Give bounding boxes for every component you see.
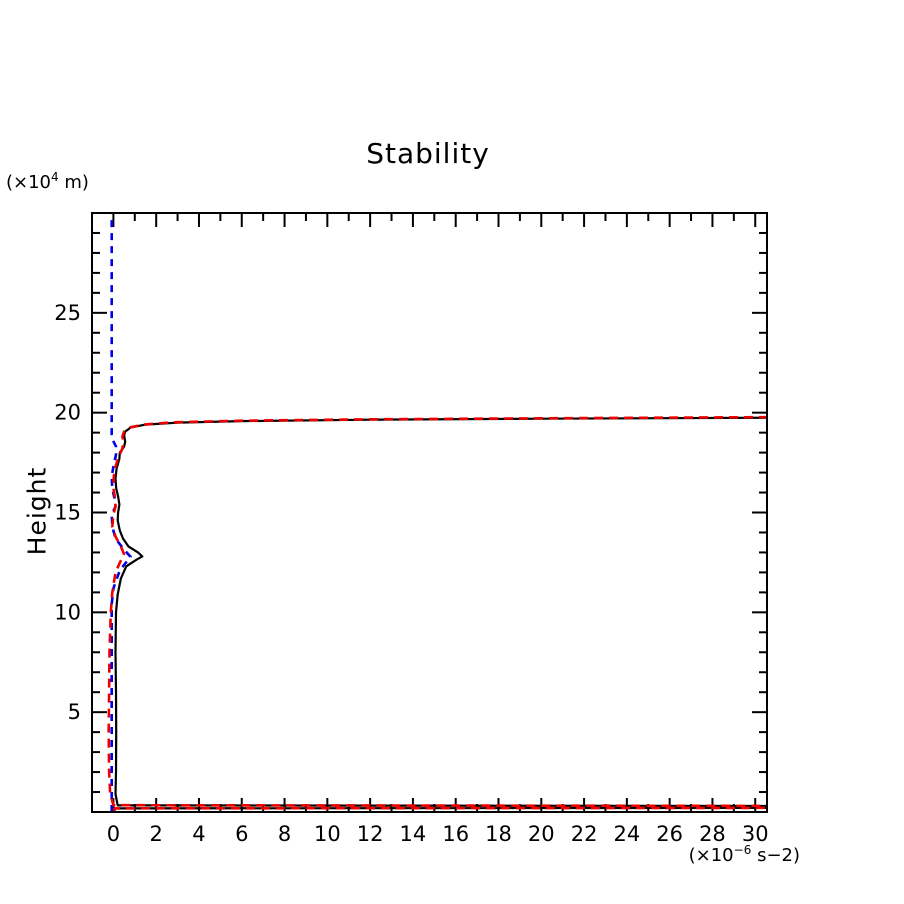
- y-tick-label: 20: [54, 401, 81, 425]
- chart-title: Stability: [366, 137, 490, 170]
- x-tick-label: 14: [400, 822, 427, 846]
- x-tick-label: 26: [656, 822, 683, 846]
- y-unit-prefix: (×10: [6, 172, 52, 193]
- y-unit-exponent: 4: [51, 170, 59, 184]
- y-tick-label: 15: [54, 501, 81, 525]
- x-unit-exponent: −6: [733, 843, 752, 857]
- x-tick-label: 28: [699, 822, 726, 846]
- x-tick-label: 18: [485, 822, 512, 846]
- x-axis-unit-label: (×10−6 s−2): [689, 843, 800, 866]
- x-tick-label: 22: [571, 822, 598, 846]
- x-tick-label: 8: [278, 822, 291, 846]
- x-unit-prefix: (×10: [688, 845, 734, 866]
- x-tick-label: 16: [442, 822, 469, 846]
- plot-box: [91, 212, 768, 813]
- x-tick-label: 4: [192, 822, 205, 846]
- x-tick-label: 30: [742, 822, 769, 846]
- x-tick-label: 2: [149, 822, 162, 846]
- x-tick-label: 6: [235, 822, 248, 846]
- x-tick-label: 24: [613, 822, 640, 846]
- x-tick-label: 12: [357, 822, 384, 846]
- stability-profile-red-dashed: [107, 415, 766, 811]
- y-axis-unit-label: (×104 m): [6, 170, 89, 193]
- y-tick-label: 25: [54, 301, 81, 325]
- x-unit-suffix: s−2): [751, 845, 800, 866]
- y-tick-label: 10: [54, 600, 81, 624]
- y-tick-label: 5: [68, 700, 81, 724]
- stability-profile-black-solid: [113, 416, 766, 811]
- x-tick-label: 20: [528, 822, 555, 846]
- y-unit-suffix: m): [58, 172, 89, 193]
- x-tick-label: 10: [314, 822, 341, 846]
- x-tick-label: 0: [107, 822, 120, 846]
- y-axis-title: Height: [22, 466, 52, 556]
